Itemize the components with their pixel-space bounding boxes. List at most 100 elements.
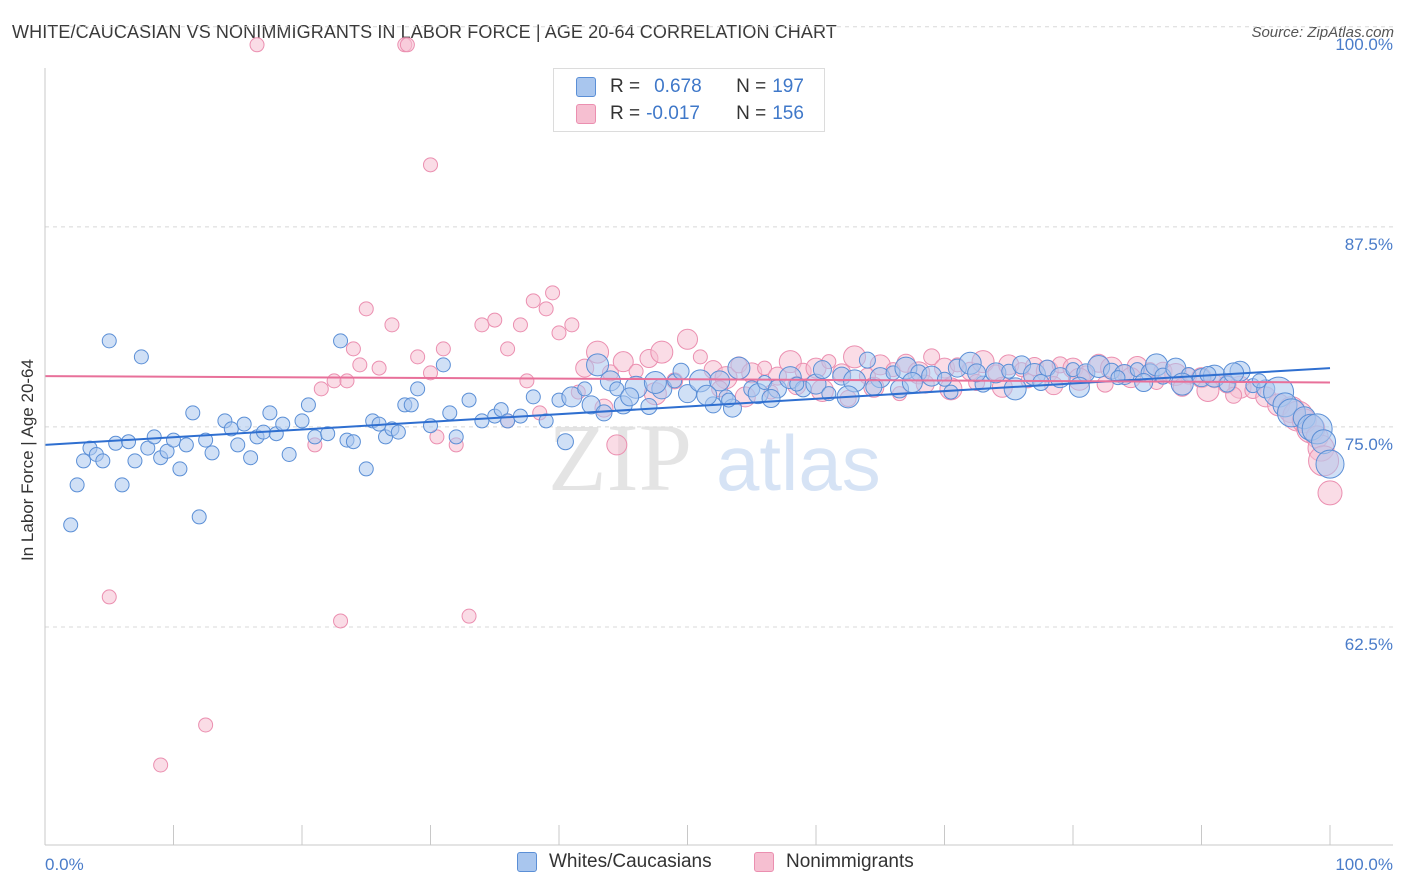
whites-point <box>561 386 583 408</box>
pink-swatch <box>754 852 774 872</box>
whites-point <box>390 424 406 440</box>
r-value: -0.017 <box>646 103 700 124</box>
trend-lines <box>44 367 1331 446</box>
nonimmigrants-point <box>423 157 438 173</box>
series-legend: Whites/Caucasians Nonimmigrants <box>0 851 1406 877</box>
nonimmigrants-point <box>692 349 708 365</box>
nonimmigrants-point <box>326 373 342 389</box>
whites-point <box>967 363 987 383</box>
blue-swatch <box>517 852 537 872</box>
whites-point <box>127 453 143 469</box>
whites-point <box>108 435 124 451</box>
whites-point <box>204 445 220 461</box>
nonimmigrants-point <box>538 301 554 317</box>
whites-point <box>101 333 117 349</box>
whites-points <box>63 333 1345 533</box>
whites-point <box>345 434 361 450</box>
whites-point <box>937 371 952 387</box>
whites-point <box>159 443 175 459</box>
legend-label-nonimmigrants: Nonimmigrants <box>786 851 914 872</box>
whites-point <box>121 434 137 450</box>
whites-point <box>140 440 156 456</box>
whites-point <box>300 397 316 413</box>
whites-point <box>1170 372 1194 396</box>
blue-swatch <box>576 77 596 97</box>
nonimmigrants-point <box>519 373 535 389</box>
nonimmigrants-point <box>525 293 541 309</box>
x-tick-label: 0.0% <box>45 855 84 874</box>
nonimmigrants-point <box>564 317 580 333</box>
whites-point <box>236 416 252 432</box>
nonimmigrants-point <box>512 317 528 333</box>
whites-point <box>403 397 419 413</box>
nonimmigrants-point <box>101 589 117 605</box>
nonimmigrants-trend-line <box>44 375 1331 384</box>
y-tick-label: 62.5% <box>1345 635 1393 654</box>
whites-point <box>172 461 188 477</box>
whites-point <box>198 432 214 448</box>
nonimmigrants-point <box>358 301 374 317</box>
whites-point <box>191 509 207 525</box>
y-tick-label: 75.0% <box>1345 435 1393 454</box>
whites-point <box>858 351 876 369</box>
whites-point <box>461 392 477 408</box>
whites-point <box>410 381 426 397</box>
whites-point <box>166 432 181 448</box>
watermark: ZIP atlas <box>548 404 881 511</box>
legend-item-whites[interactable]: Whites/Caucasians <box>517 851 712 873</box>
nonimmigrants-point <box>474 317 490 333</box>
whites-point <box>525 389 541 405</box>
whites-point <box>133 349 149 365</box>
nonimmigrants-point <box>551 325 567 341</box>
whites-point <box>1110 370 1126 386</box>
whites-point <box>672 362 690 380</box>
nonimmigrants-point <box>545 285 561 301</box>
x-tick-label: 100.0% <box>1335 855 1393 874</box>
r-value: 0.678 <box>654 76 702 97</box>
whites-point <box>943 384 959 400</box>
legend-label-whites: Whites/Caucasians <box>549 851 712 872</box>
nonimmigrants-point <box>461 608 477 624</box>
nonimmigrants-point <box>198 717 214 733</box>
nonimmigrants-point <box>1317 480 1343 506</box>
legend-row-nonimmigrants: R = -0.017 N = 156 <box>576 102 804 126</box>
whites-point <box>275 416 291 432</box>
nonimmigrants-point <box>249 37 265 53</box>
nonimmigrants-point <box>650 340 674 364</box>
watermark-atlas: atlas <box>716 419 881 507</box>
y-tick-label: 100.0% <box>1335 35 1393 54</box>
whites-point <box>333 333 349 349</box>
whites-point <box>620 387 640 407</box>
nonimmigrants-point <box>410 349 426 365</box>
nonimmigrants-point <box>339 373 355 389</box>
whites-point <box>901 371 923 393</box>
source-label: Source: ZipAtlas.com <box>1251 24 1394 41</box>
legend-item-nonimmigrants[interactable]: Nonimmigrants <box>754 851 914 873</box>
correlation-legend: R = 0.678 N = 197 R = -0.017 N = 156 <box>553 68 825 132</box>
nonimmigrants-point <box>606 434 628 456</box>
nonimmigrants-point <box>923 348 941 366</box>
nonimmigrants-point <box>487 312 503 328</box>
whites-point <box>643 370 667 394</box>
whites-point <box>294 413 310 429</box>
n-value: 197 <box>772 76 804 97</box>
whites-point <box>223 421 239 437</box>
n-label: N = <box>736 76 767 97</box>
nonimmigrants-point <box>399 37 415 53</box>
r-label: R = <box>610 103 641 124</box>
nonimmigrants-point <box>345 341 361 357</box>
nonimmigrants-point <box>500 341 516 357</box>
whites-point <box>556 433 574 451</box>
whites-point <box>76 453 92 469</box>
legend-row-whites: R = 0.678 N = 197 <box>576 75 804 99</box>
nonimmigrants-point <box>153 757 169 773</box>
whites-point <box>586 353 610 377</box>
whites-point <box>1251 373 1267 389</box>
whites-point <box>114 477 130 493</box>
whites-point <box>69 477 85 493</box>
whites-point <box>812 360 832 380</box>
nonimmigrants-point <box>435 341 451 357</box>
nonimmigrants-point <box>333 613 349 629</box>
nonimmigrants-point <box>384 317 400 333</box>
